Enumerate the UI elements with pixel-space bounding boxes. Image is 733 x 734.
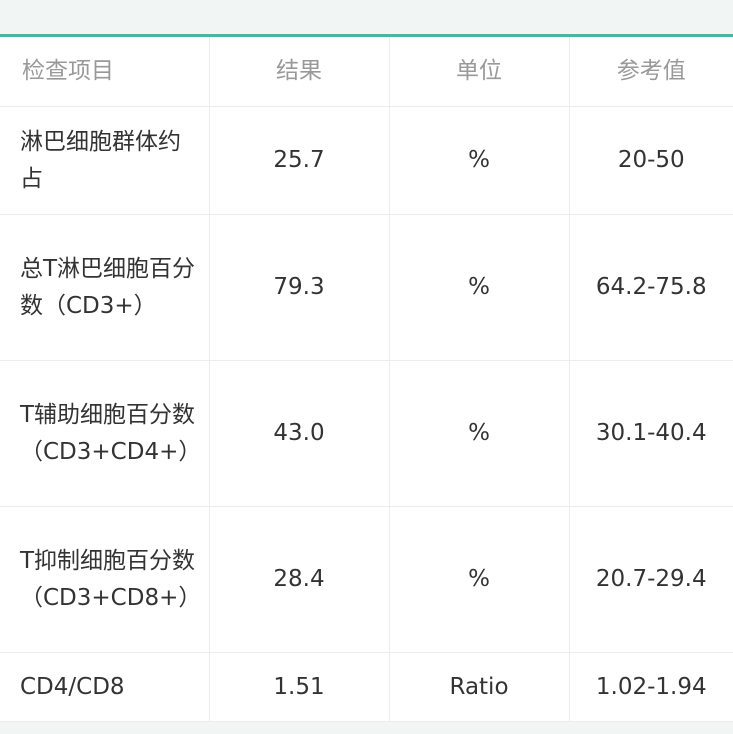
cell-item: T辅助细胞百分数（CD3+CD4+） <box>0 360 210 507</box>
cell-result: 25.7 <box>209 106 390 215</box>
cell-reference: 20-50 <box>569 106 733 215</box>
header-reference: 参考值 <box>569 37 733 107</box>
cell-reference: 1.02-1.94 <box>569 652 733 722</box>
cell-unit: % <box>389 106 570 215</box>
cell-result: 1.51 <box>209 652 390 722</box>
table-row: T辅助细胞百分数（CD3+CD4+） 43.0 % 30.1-40.4 <box>0 360 733 507</box>
cell-item: CD4/CD8 <box>0 652 210 722</box>
top-band <box>0 0 733 34</box>
cell-unit: % <box>389 214 570 361</box>
cell-reference: 64.2-75.8 <box>569 214 733 361</box>
accent-line <box>0 34 733 37</box>
header-unit: 单位 <box>389 37 570 107</box>
cell-unit: % <box>389 506 570 653</box>
header-row: 检查项目 结果 单位 参考值 <box>0 37 733 107</box>
table-row: CD4/CD8 1.51 Ratio 1.02-1.94 <box>0 652 733 722</box>
cell-reference: 20.7-29.4 <box>569 506 733 653</box>
cell-result: 43.0 <box>209 360 390 507</box>
cell-result: 28.4 <box>209 506 390 653</box>
cell-unit: Ratio <box>389 652 570 722</box>
cell-reference: 30.1-40.4 <box>569 360 733 507</box>
cell-item: 总T淋巴细胞百分数（CD3+） <box>0 214 210 361</box>
table-row: 淋巴细胞群体约占 25.7 % 20-50 <box>0 106 733 215</box>
cell-item: 淋巴细胞群体约占 <box>0 106 210 215</box>
lab-results-table: 检查项目 结果 单位 参考值 淋巴细胞群体约占 25.7 % 20-50 总T淋… <box>0 37 733 722</box>
bottom-band <box>0 722 733 734</box>
cell-unit: % <box>389 360 570 507</box>
table-row: 总T淋巴细胞百分数（CD3+） 79.3 % 64.2-75.8 <box>0 214 733 361</box>
header-result: 结果 <box>209 37 390 107</box>
cell-result: 79.3 <box>209 214 390 361</box>
cell-item: T抑制细胞百分数（CD3+CD8+） <box>0 506 210 653</box>
table-row: T抑制细胞百分数（CD3+CD8+） 28.4 % 20.7-29.4 <box>0 506 733 653</box>
header-item: 检查项目 <box>0 37 210 107</box>
